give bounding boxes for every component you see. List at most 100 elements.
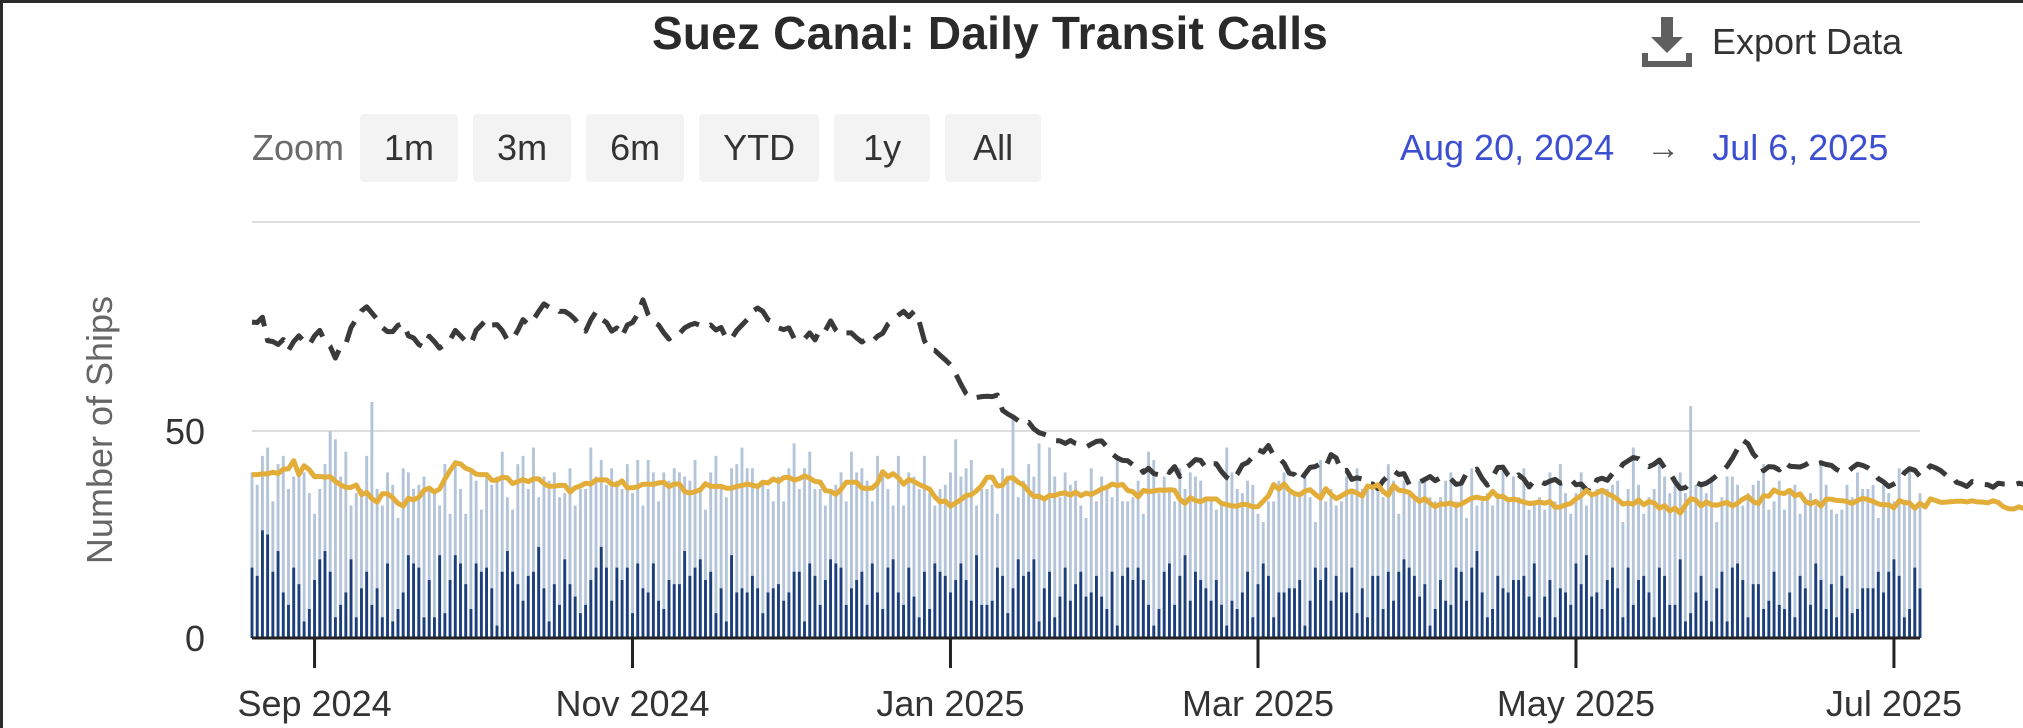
bar-total — [651, 472, 655, 638]
bar-total — [1188, 472, 1192, 638]
bar-total — [850, 451, 853, 638]
bar-subset — [1897, 575, 1901, 638]
bar-subset — [782, 600, 786, 638]
x-tick-label: Nov 2024 — [555, 683, 709, 724]
bar-total — [1704, 493, 1708, 638]
bar-subset — [1157, 609, 1161, 638]
bar-subset — [1496, 575, 1500, 638]
bar-subset — [526, 575, 530, 638]
bar-subset — [1141, 580, 1145, 638]
bar-subset — [1850, 613, 1854, 638]
download-icon — [1642, 17, 1692, 67]
bar-total — [605, 484, 608, 638]
bar-subset — [1543, 596, 1547, 638]
bar-subset — [1121, 575, 1124, 638]
bar-total — [1032, 476, 1036, 638]
bar-subset — [1350, 567, 1354, 638]
zoom-1y-button[interactable]: 1y — [834, 114, 931, 182]
bar-subset — [1756, 584, 1760, 638]
bar-total — [1303, 476, 1307, 638]
bar-total — [1506, 501, 1510, 638]
bar-total — [693, 459, 697, 638]
bar-subset — [1178, 575, 1182, 638]
bar-subset — [1094, 575, 1098, 638]
bar-subset — [1783, 609, 1786, 638]
bar-subset — [1282, 592, 1286, 638]
bar-total — [1412, 497, 1416, 638]
bar-subset — [1194, 571, 1197, 638]
bar-total — [797, 488, 801, 638]
bar-total — [1272, 501, 1276, 638]
bar-subset — [719, 588, 723, 638]
series-line-average — [252, 458, 2023, 516]
zoom-ytd-button[interactable]: YTD — [699, 114, 820, 182]
bar-total — [391, 484, 395, 638]
bar-subset — [615, 567, 619, 638]
bar-subset — [1751, 584, 1755, 638]
bar-subset — [1491, 609, 1495, 638]
range-end-date[interactable]: Jul 6, 2025 — [1712, 127, 1889, 168]
bar-total — [735, 464, 739, 638]
bar-total — [1178, 468, 1182, 638]
bar-subset — [693, 567, 697, 638]
bar-subset — [636, 563, 640, 638]
bar-subset — [599, 546, 603, 638]
bar-subset — [422, 617, 426, 638]
bar-total — [1402, 480, 1406, 638]
bar-total — [834, 484, 838, 638]
bar-total — [844, 501, 848, 638]
bar-total — [1381, 497, 1385, 638]
bar-total — [1657, 464, 1661, 638]
bar-total — [255, 484, 259, 638]
bar-subset — [1569, 604, 1573, 638]
bar-total — [1553, 501, 1557, 638]
bar-subset — [313, 580, 316, 638]
bar-subset — [1313, 567, 1317, 638]
zoom-3m-button[interactable]: 3m — [473, 114, 572, 182]
bar-total — [1756, 480, 1760, 638]
bar-total — [1246, 480, 1250, 638]
bar-total — [1042, 497, 1046, 638]
bar-subset — [1298, 580, 1302, 638]
bar-total — [1522, 468, 1526, 638]
bar-total — [1751, 484, 1755, 638]
zoom-all-button[interactable]: All — [945, 114, 1042, 182]
bar-total — [886, 488, 890, 638]
bar-total — [1652, 488, 1656, 638]
bar-subset — [1105, 609, 1109, 638]
bar-subset — [1470, 567, 1474, 638]
bar-subset — [750, 575, 754, 638]
bar-total — [1225, 447, 1229, 638]
y-tick-label: 50 — [165, 411, 205, 452]
zoom-1m-button[interactable]: 1m — [360, 114, 459, 182]
bar-total — [917, 488, 921, 638]
bar-subset — [485, 567, 488, 638]
bar-total — [589, 447, 593, 638]
bar-subset — [1777, 604, 1781, 638]
export-data-button[interactable]: Export Data — [1640, 12, 1902, 72]
bar-subset — [1381, 609, 1385, 638]
bar-subset — [1501, 588, 1505, 638]
zoom-6m-button[interactable]: 6m — [586, 114, 685, 182]
bar-subset — [1861, 588, 1865, 638]
bar-total — [782, 501, 786, 638]
bar-subset — [1819, 580, 1823, 638]
bar-total — [1866, 488, 1870, 638]
bar-total — [1564, 493, 1567, 638]
range-start-date[interactable]: Aug 20, 2024 — [1400, 127, 1615, 168]
bar-total — [787, 468, 791, 638]
bar-subset — [401, 592, 405, 638]
bar-total — [573, 505, 577, 638]
bar-total — [1840, 509, 1844, 638]
bar-total — [1902, 501, 1906, 638]
bar-total — [615, 480, 619, 638]
bar-total — [745, 468, 749, 638]
bar-subset — [1329, 600, 1333, 638]
bar-subset — [1402, 559, 1406, 638]
bar-total — [375, 488, 379, 638]
bar-subset — [495, 625, 499, 638]
bar-total — [938, 488, 942, 638]
bar-subset — [1642, 575, 1646, 638]
bar-subset — [1386, 571, 1390, 638]
